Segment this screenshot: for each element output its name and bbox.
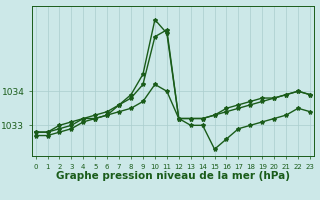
X-axis label: Graphe pression niveau de la mer (hPa): Graphe pression niveau de la mer (hPa) bbox=[56, 171, 290, 181]
